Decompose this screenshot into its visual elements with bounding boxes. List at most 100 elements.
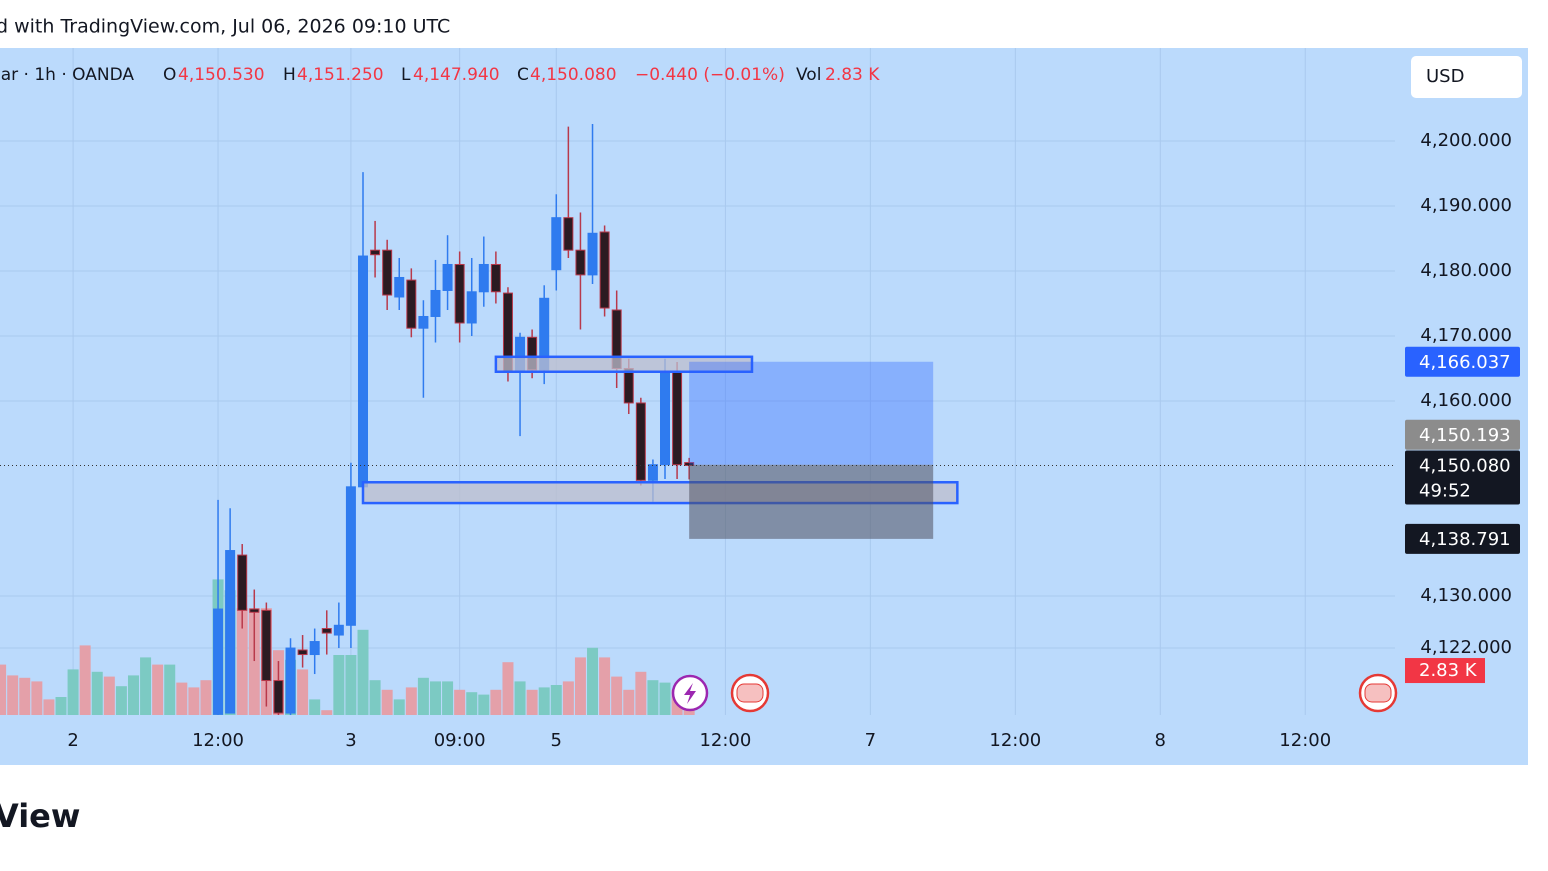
candle-body: [442, 263, 453, 291]
candle-body: [213, 608, 224, 715]
volume-bar: [31, 681, 43, 715]
volume-bar: [478, 694, 490, 715]
volume-bar: [43, 699, 55, 715]
volume-bar: [466, 692, 478, 715]
x-tick-label: 09:00: [434, 730, 486, 751]
volume-bar: [188, 687, 200, 715]
price-label-box: [1405, 523, 1520, 554]
volume-bar: [635, 671, 647, 715]
y-tick-label: 4,180.000: [1420, 260, 1512, 281]
candle-body: [647, 464, 658, 481]
event-icons: [671, 673, 1398, 713]
volume-bar: [152, 664, 164, 715]
volume-bar: [19, 677, 31, 715]
x-tick-label: 2: [67, 730, 78, 751]
x-tick-label: 5: [551, 730, 562, 751]
y-tick-label: 4,190.000: [1420, 195, 1512, 216]
x-tick-label: 12:00: [1279, 730, 1331, 751]
volume-bar: [526, 689, 538, 715]
volume-label-box: [1405, 658, 1485, 684]
candle-body: [370, 249, 381, 256]
price-label: 4,166.037: [1419, 352, 1511, 373]
candle-body: [309, 641, 320, 656]
volume-bar: [502, 662, 514, 715]
volume-bar: [442, 681, 454, 715]
volume-bar: [490, 689, 502, 715]
volume-bar: [623, 689, 635, 715]
volume-bar: [176, 682, 188, 715]
x-tick-label: 12:00: [989, 730, 1041, 751]
y-tick-label: 4,200.000: [1420, 130, 1512, 151]
candle-body: [599, 231, 610, 309]
volume-bar: [550, 685, 562, 715]
candle-body: [466, 291, 477, 324]
candle-body: [430, 289, 441, 317]
candle-body: [394, 276, 405, 298]
candle-body: [333, 624, 344, 636]
volume-bar: [103, 676, 115, 715]
volume-bar: [91, 671, 103, 715]
candle-body: [490, 263, 501, 293]
x-tick-label: 12:00: [192, 730, 244, 751]
candle-body: [237, 554, 248, 611]
volume-bar: [599, 657, 611, 715]
volume-bar: [236, 608, 248, 715]
candle-body: [454, 263, 465, 324]
candle-body: [382, 249, 393, 296]
y-tick-label: 4,122.000: [1420, 637, 1512, 658]
volume-bar: [393, 699, 405, 715]
candle-body: [563, 217, 574, 251]
volume-bar: [200, 680, 212, 715]
price-label: 4,150.080: [1419, 455, 1511, 476]
volume-bar: [587, 647, 599, 715]
price-label-box: [1405, 346, 1520, 377]
candle-body: [321, 628, 332, 634]
volume-bar: [514, 681, 526, 715]
y-tick-label: 4,130.000: [1420, 585, 1512, 606]
x-tick-label: 12:00: [699, 730, 751, 751]
volume-bar: [405, 687, 417, 715]
volume-bar: [321, 710, 333, 715]
candle-body: [660, 371, 671, 466]
target-zone: [689, 361, 934, 465]
price-label-box: [1405, 450, 1520, 505]
volume-bar: [79, 645, 91, 715]
volume-bar: [164, 664, 176, 715]
price-label: 4,138.791: [1419, 529, 1511, 550]
candle-body: [225, 550, 236, 714]
logo-text: View: [0, 797, 80, 835]
candle-body: [285, 647, 296, 714]
x-tick-label: 3: [345, 730, 356, 751]
candle-body: [261, 609, 272, 682]
candle-body: [587, 232, 598, 276]
volume-bar: [0, 664, 7, 715]
volume-bar: [115, 686, 127, 715]
candle-body: [635, 402, 646, 481]
volume-bar: [417, 677, 429, 715]
currency-button[interactable]: [1411, 56, 1522, 98]
volume-bar: [369, 680, 381, 715]
y-tick-label: 4,170.000: [1420, 325, 1512, 346]
volume-bar: [659, 682, 671, 715]
x-tick-label: 8: [1155, 730, 1166, 751]
stop-zone: [689, 464, 934, 539]
countdown: 49:52: [1419, 480, 1471, 501]
candle-body: [623, 367, 634, 404]
candle-body: [478, 263, 489, 293]
volume-bar: [55, 697, 67, 715]
candle-body: [249, 608, 260, 613]
volume-bar: [611, 676, 623, 715]
volume-bar: [297, 669, 309, 715]
volume-bar: [67, 669, 79, 715]
volume-bar: [127, 675, 139, 715]
candle-body: [672, 371, 683, 466]
price-label-box: [1405, 419, 1520, 450]
volume-bar: [454, 689, 466, 715]
volume-bar: [429, 681, 441, 715]
y-tick-label: 4,160.000: [1420, 390, 1512, 411]
candle-body: [551, 217, 562, 271]
volume-bar: [562, 681, 574, 715]
volume-bar: [538, 687, 550, 715]
legend: lar · 1h · OANDA O4,150.530 H4,151.250 L…: [0, 65, 880, 85]
